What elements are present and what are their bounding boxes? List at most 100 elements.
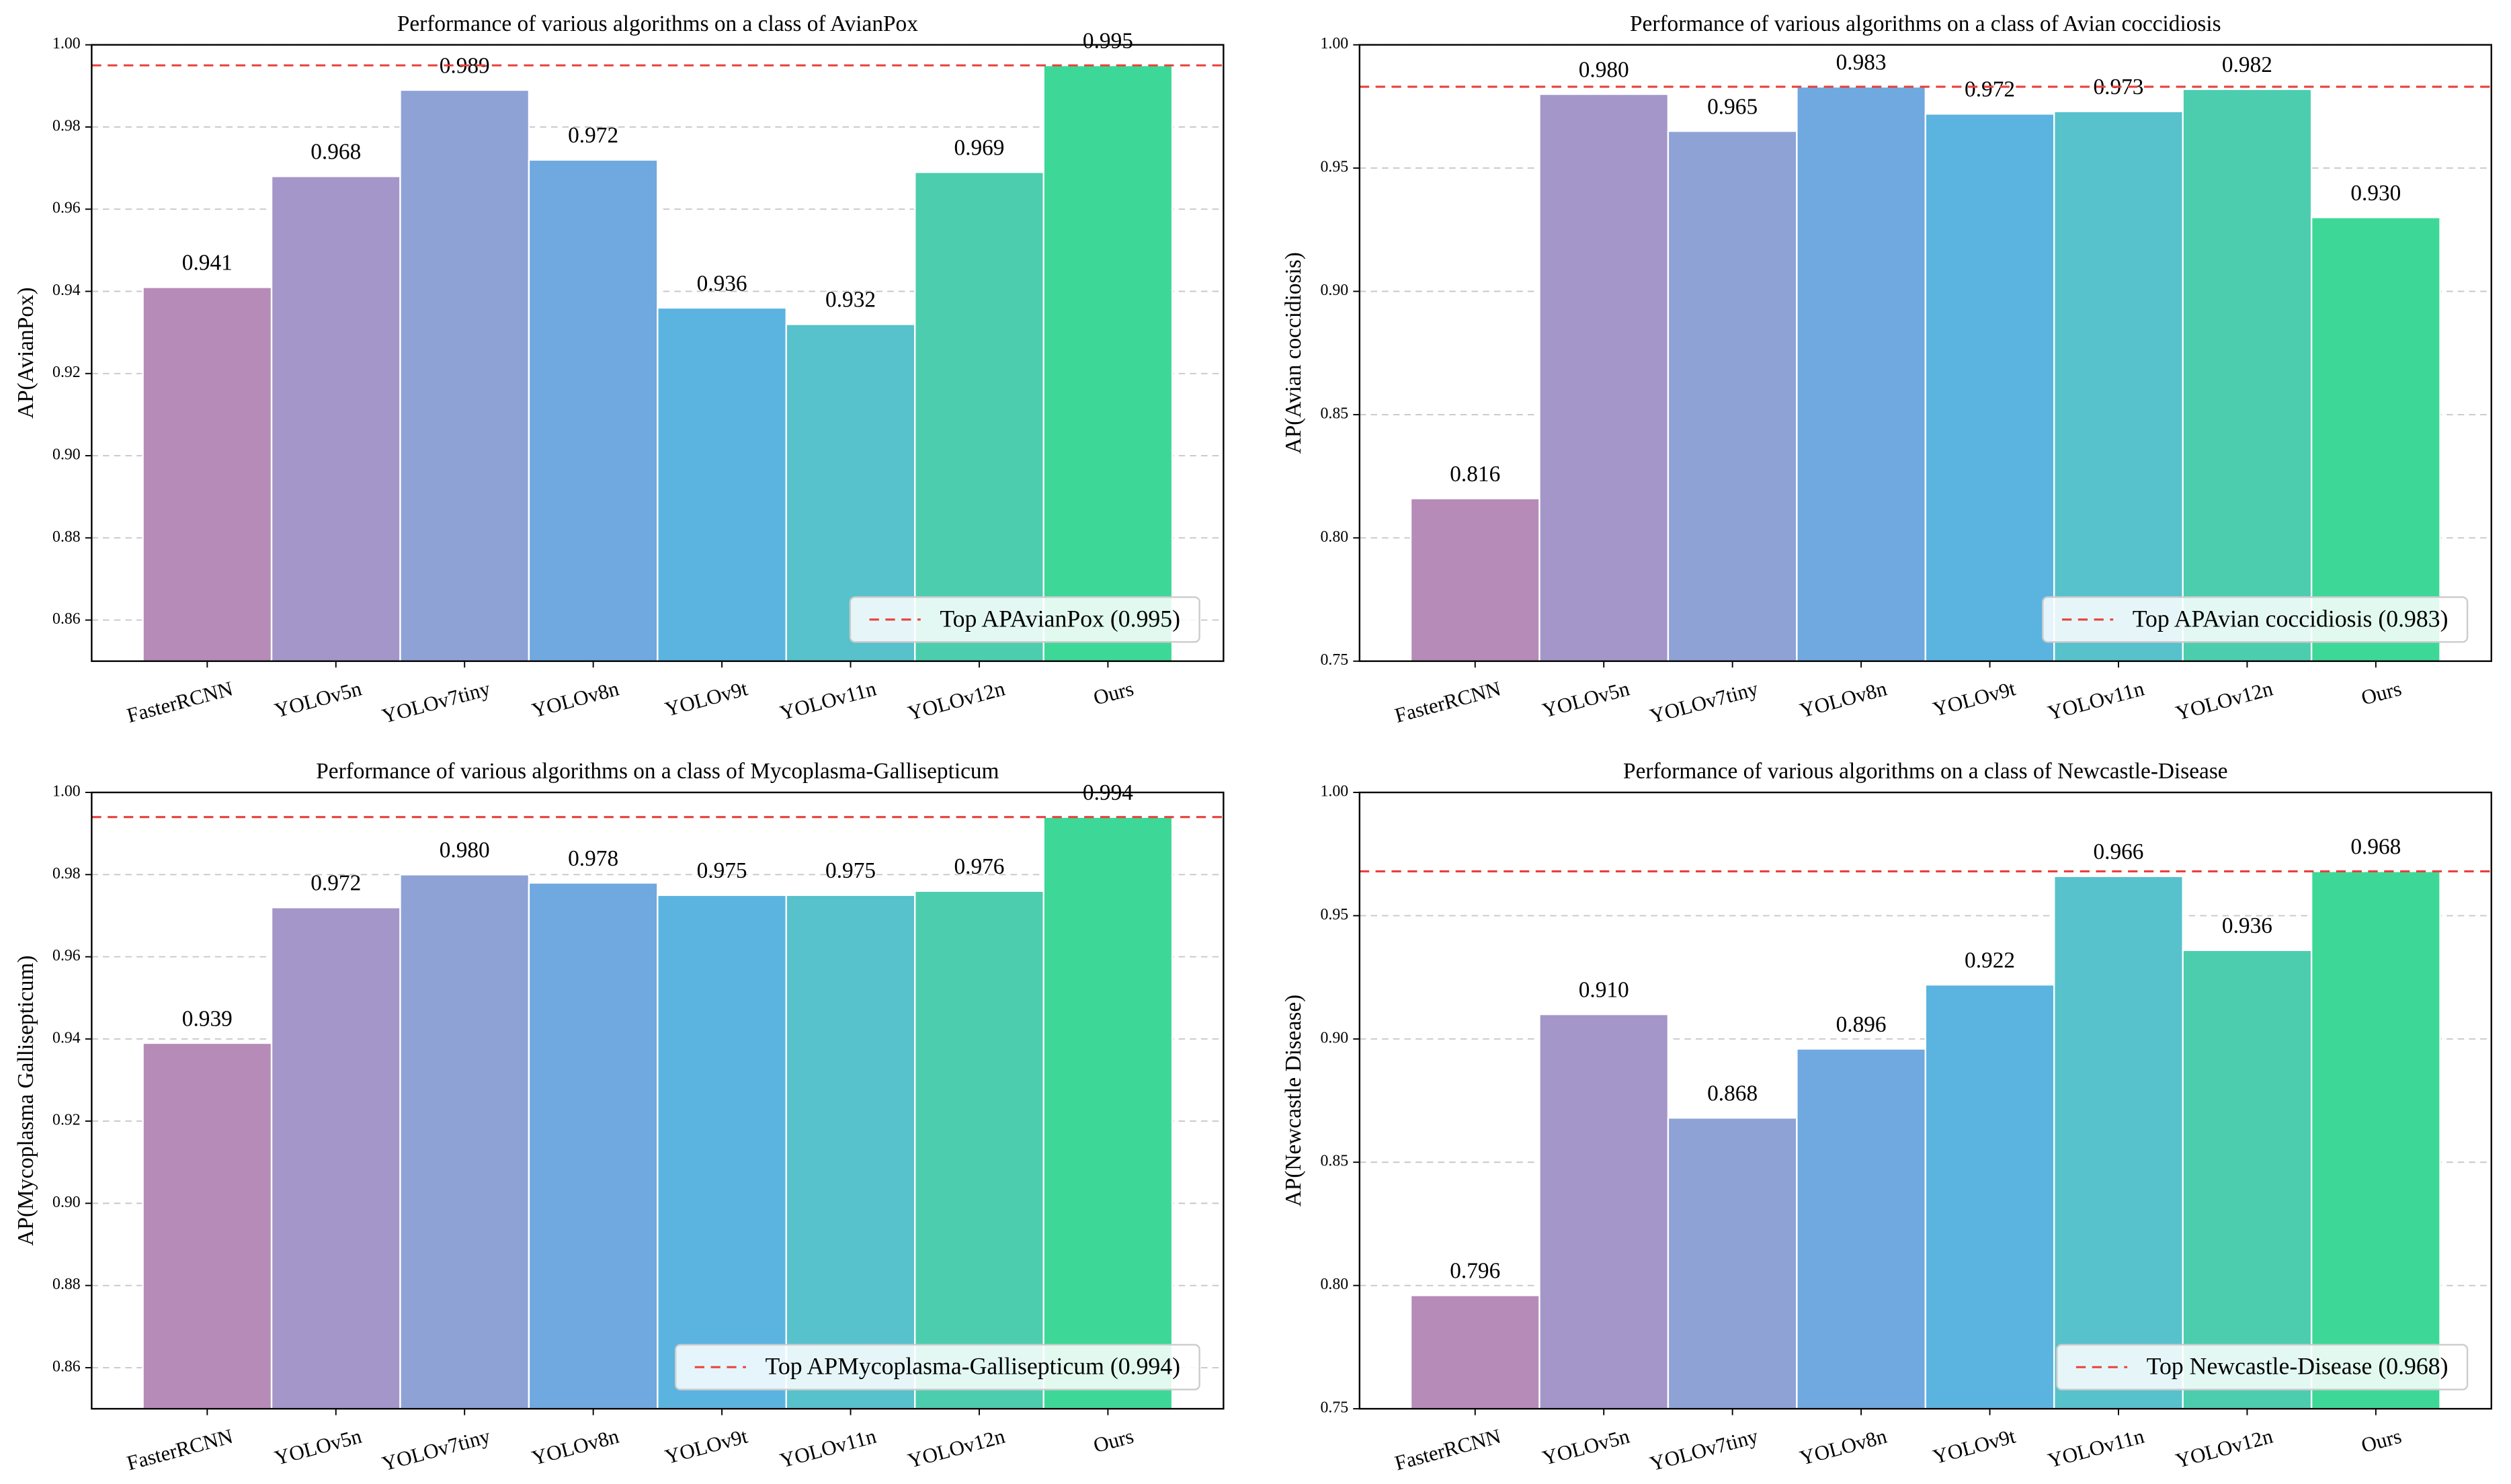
value-label: 0.816: [1450, 462, 1500, 487]
y-tick-label: 0.98: [52, 865, 81, 882]
axes-frame: [1358, 44, 2493, 662]
y-tick-label: 0.85: [1320, 1153, 1348, 1170]
bar: [1924, 983, 2055, 1410]
x-tick-label: YOLOv11n: [778, 676, 879, 725]
bar: [1409, 1294, 1540, 1410]
y-tick-label: 0.96: [52, 947, 81, 964]
y-tick-label: 0.75: [1320, 651, 1348, 669]
x-tick-label: YOLOv5n: [1540, 676, 1632, 722]
bar: [1924, 113, 2055, 662]
x-tick-label: YOLOv7tiny: [379, 676, 493, 728]
axes-frame: [1358, 791, 2493, 1410]
y-tick-label: 0.86: [52, 1358, 81, 1375]
value-label: 0.939: [182, 1006, 233, 1031]
y-tick-label: 0.95: [1320, 906, 1348, 923]
y-tick-label: 0.86: [52, 610, 81, 628]
value-label: 0.930: [2350, 181, 2401, 206]
y-tick-label: 0.80: [1320, 528, 1348, 546]
chart-panel: Performance of various algorithms on a c…: [13, 11, 1225, 728]
value-label: 0.975: [825, 858, 876, 883]
chart-title: Performance of various algorithms on a c…: [1630, 11, 2221, 36]
bar: [528, 159, 659, 662]
y-tick-label: 0.80: [1320, 1276, 1348, 1293]
value-label: 0.910: [1579, 977, 1629, 1002]
value-label: 0.936: [2222, 913, 2272, 938]
x-tick-label: YOLOv9t: [663, 1424, 751, 1469]
x-tick-label: YOLOv11n: [2045, 676, 2147, 725]
y-tick-label: 0.88: [52, 528, 81, 546]
legend-box: [2056, 1344, 2469, 1391]
value-label: 0.982: [2222, 52, 2272, 77]
legend: Top APMycoplasma-Gallisepticum (0.994): [674, 1344, 1200, 1391]
y-tick-label: 0.90: [1320, 1029, 1348, 1046]
value-label: 0.968: [311, 140, 361, 165]
x-tick-label: YOLOv7tiny: [1647, 1424, 1761, 1476]
bar: [657, 894, 788, 1410]
bar: [914, 171, 1044, 662]
y-tick-label: 0.94: [52, 1029, 81, 1046]
bar: [1667, 130, 1798, 662]
bar: [399, 89, 530, 662]
bar: [1538, 1013, 1670, 1410]
x-tick-label: YOLOv9t: [663, 676, 751, 720]
bar: [785, 894, 916, 1410]
value-label: 0.972: [1965, 77, 2015, 102]
legend-box: [2042, 596, 2469, 643]
y-tick-label: 0.96: [52, 200, 81, 217]
value-label: 0.972: [311, 871, 361, 896]
x-tick-label: YOLOv11n: [2045, 1424, 2147, 1473]
x-tick-label: YOLOv7tiny: [1647, 676, 1761, 728]
value-label: 0.936: [697, 271, 747, 296]
y-axis-label: AP(Avian coccidiosis): [1281, 252, 1306, 454]
legend-label: Top APMycoplasma-Gallisepticum (0.994): [766, 1353, 1181, 1380]
y-tick-label: 0.90: [1320, 282, 1348, 299]
chart-panel: Performance of various algorithms on a c…: [1281, 759, 2493, 1476]
value-label: 0.980: [440, 838, 490, 863]
y-tick-label: 0.90: [52, 446, 81, 464]
y-tick-label: 0.92: [52, 364, 81, 381]
value-label: 0.972: [568, 123, 618, 148]
value-label: 0.976: [954, 854, 1004, 879]
y-tick-label: 0.98: [52, 117, 81, 134]
y-tick-label: 0.92: [52, 1112, 81, 1129]
bar: [270, 907, 401, 1410]
x-tick-label: YOLOv12n: [905, 676, 1007, 725]
value-label: 0.965: [1707, 94, 1758, 119]
x-tick-label: FasterRCNN: [1392, 1424, 1503, 1475]
bar: [142, 286, 273, 662]
bar: [2310, 870, 2441, 1410]
bar: [1796, 85, 1927, 662]
x-tick-label: YOLOv9t: [1930, 676, 2018, 720]
value-label: 0.980: [1579, 57, 1629, 82]
x-tick-label: YOLOv8n: [1797, 1424, 1889, 1470]
bar: [2182, 949, 2313, 1410]
bar: [657, 306, 788, 662]
bar: [399, 874, 530, 1410]
legend-box: [674, 1344, 1200, 1391]
legend-label: Top Newcastle-Disease (0.968): [2147, 1353, 2448, 1380]
value-label: 0.983: [1836, 50, 1887, 75]
x-tick-label: YOLOv7tiny: [379, 1424, 493, 1476]
chart-title: Performance of various algorithms on a c…: [1623, 759, 2228, 784]
bar: [2053, 875, 2184, 1410]
bar: [2310, 216, 2441, 662]
value-label: 0.922: [1965, 948, 2015, 973]
value-label: 0.978: [568, 846, 618, 871]
value-label: 0.975: [697, 858, 747, 883]
bar: [270, 175, 401, 662]
x-tick-label: YOLOv12n: [2173, 676, 2275, 725]
y-tick-label: 0.95: [1320, 159, 1348, 176]
x-tick-label: YOLOv8n: [529, 676, 621, 722]
x-tick-label: FasterRCNN: [124, 676, 235, 727]
x-tick-label: YOLOv8n: [1797, 676, 1889, 722]
value-label: 0.968: [2350, 835, 2401, 860]
value-label: 0.966: [2093, 839, 2143, 864]
y-tick-label: 0.75: [1320, 1399, 1348, 1417]
x-tick-label: YOLOv11n: [778, 1424, 879, 1473]
x-tick-label: Ours: [2358, 1424, 2403, 1457]
legend: Top APAvian coccidiosis (0.983): [2042, 596, 2469, 643]
value-label: 0.896: [1836, 1012, 1887, 1037]
bar: [1538, 93, 1670, 662]
